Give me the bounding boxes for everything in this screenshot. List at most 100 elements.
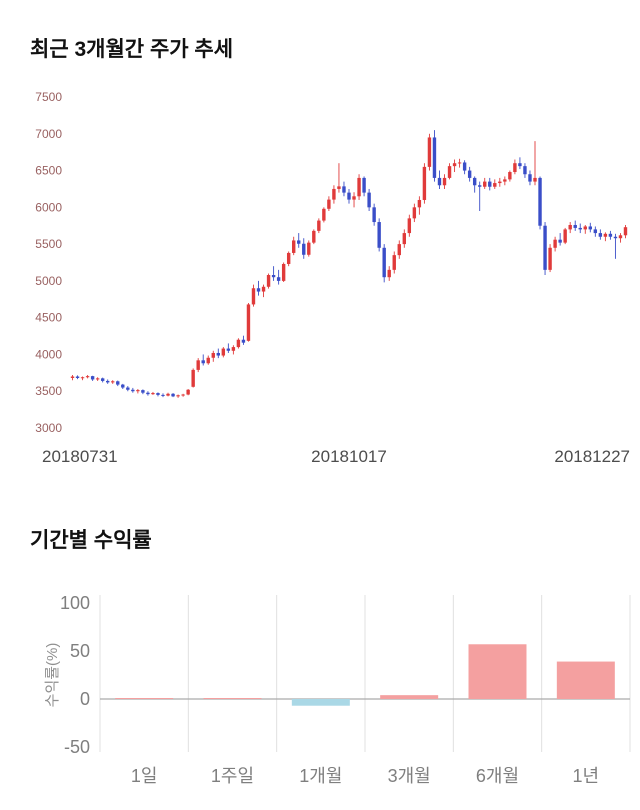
candle-body xyxy=(372,207,376,223)
candle-body xyxy=(196,360,200,370)
candle-body xyxy=(70,376,75,378)
candle-body xyxy=(613,236,618,239)
candle-body xyxy=(503,179,507,182)
price-y-tick-label: 7000 xyxy=(35,127,62,141)
candle-body xyxy=(221,348,226,356)
return-bar xyxy=(468,644,527,699)
candle-body xyxy=(251,288,256,305)
candle-body xyxy=(382,247,386,278)
price-y-tick-label: 7500 xyxy=(35,90,62,104)
candle-body xyxy=(397,244,401,256)
candle-body xyxy=(317,220,321,231)
candle-body xyxy=(352,196,356,200)
candle-body xyxy=(111,381,115,383)
return-bar xyxy=(291,699,350,706)
returns-y-tick-label: -50 xyxy=(64,737,90,757)
candle-body xyxy=(322,208,326,221)
candle-body xyxy=(307,242,311,255)
return-bar xyxy=(556,661,615,699)
candle-body xyxy=(146,392,150,395)
candle-body xyxy=(90,376,95,380)
candle-body xyxy=(236,339,241,348)
return-bar xyxy=(380,695,439,699)
candle-body xyxy=(533,177,537,182)
candle-body xyxy=(462,162,467,171)
candle-body xyxy=(467,170,472,178)
candle-body xyxy=(498,181,502,184)
candle-body xyxy=(603,233,608,237)
candle-body xyxy=(407,218,412,234)
candle-body xyxy=(226,348,231,351)
returns-y-tick-label: 100 xyxy=(60,593,90,613)
candle-body xyxy=(171,393,175,397)
candle-body xyxy=(483,181,487,187)
candle-body xyxy=(387,269,391,278)
returns-chart-title: 기간별 수익률 xyxy=(30,529,152,552)
returns-y-tick-label: 50 xyxy=(70,641,90,661)
candle-body xyxy=(332,188,336,200)
candle-body xyxy=(116,381,120,385)
candle-body xyxy=(573,224,577,228)
candle-body xyxy=(588,226,592,230)
candle-body xyxy=(216,352,220,356)
candle-body xyxy=(437,177,442,186)
candle-body xyxy=(297,240,301,244)
candle-body xyxy=(337,186,341,189)
returns-x-tick-label: 1주일 xyxy=(211,766,254,786)
candle-body xyxy=(292,240,296,253)
candle-body xyxy=(151,393,155,395)
candle-body xyxy=(618,235,623,239)
candle-body xyxy=(548,247,552,270)
candle-body xyxy=(95,378,100,380)
candle-body xyxy=(312,230,316,243)
candle-body xyxy=(538,177,542,226)
return-bar xyxy=(203,698,262,699)
candle-body xyxy=(136,390,140,392)
price-y-tick-label: 3500 xyxy=(35,384,62,398)
candle-body xyxy=(100,378,105,381)
price-y-tick-label: 6000 xyxy=(35,200,62,214)
candle-body xyxy=(367,192,371,208)
candle-body xyxy=(276,277,281,281)
candle-body xyxy=(246,304,251,341)
candle-body xyxy=(261,286,266,292)
price-y-tick-label: 3000 xyxy=(35,421,62,435)
candle-body xyxy=(432,137,437,178)
candle-body xyxy=(241,339,246,343)
candle-body xyxy=(302,243,306,255)
candle-body xyxy=(131,389,135,392)
candle-body xyxy=(362,177,366,193)
candle-body xyxy=(457,162,462,164)
candle-body xyxy=(598,233,603,237)
candle-body xyxy=(357,177,361,197)
candle-body xyxy=(271,275,276,278)
candle-body xyxy=(85,376,90,378)
candle-body xyxy=(553,239,557,248)
candle-body xyxy=(176,395,180,397)
candle-body xyxy=(528,174,532,182)
returns-y-tick-label: 0 xyxy=(80,689,90,709)
candle-body xyxy=(256,288,261,292)
price-y-tick-label: 6500 xyxy=(35,164,62,178)
candle-body xyxy=(563,229,567,243)
candle-body xyxy=(80,377,85,379)
candle-body xyxy=(493,183,497,187)
candle-body xyxy=(231,347,236,351)
candle-body xyxy=(447,166,452,178)
returns-x-tick-label: 1년 xyxy=(573,766,600,786)
candle-body xyxy=(608,233,613,237)
candle-body xyxy=(513,163,517,173)
price-x-tick-label: 20181227 xyxy=(554,447,630,466)
candle-body xyxy=(211,352,215,358)
price-x-tick-label: 20180731 xyxy=(42,447,118,466)
return-bar xyxy=(115,698,174,699)
candle-body xyxy=(422,166,427,200)
price-y-tick-label: 4000 xyxy=(35,347,62,361)
candle-body xyxy=(186,389,190,395)
candle-body xyxy=(442,177,447,186)
candle-body xyxy=(452,163,457,167)
returns-x-tick-label: 3개월 xyxy=(388,766,431,786)
candle-body xyxy=(508,172,512,180)
candle-body xyxy=(623,227,628,236)
candle-body xyxy=(583,226,587,230)
